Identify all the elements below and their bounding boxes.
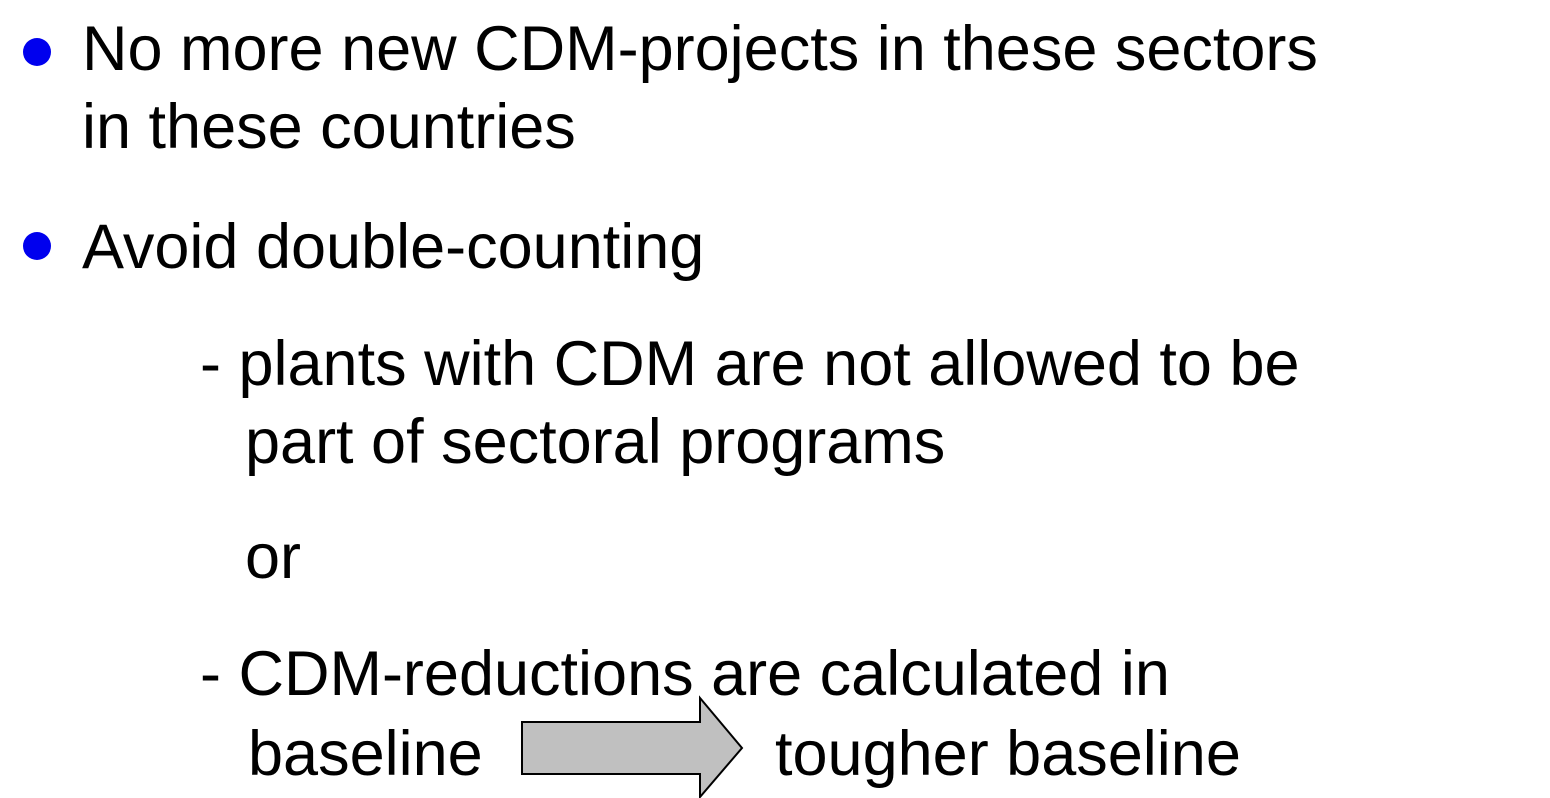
option-text: - plants with CDM are not allowed to be	[200, 329, 1300, 399]
arrow	[521, 695, 744, 798]
option-text: part of sectoral programs	[245, 407, 945, 477]
bullet-text: Avoid double-counting	[82, 212, 704, 282]
result-text: tougher baseline	[775, 719, 1241, 789]
connector-text: or	[245, 522, 301, 592]
option-text: baseline	[248, 719, 483, 789]
option-text: - CDM-reductions are calculated in	[200, 639, 1170, 709]
bullet-text: in these countries	[82, 92, 576, 162]
bullet-text: No more new CDM-projects in these sector…	[82, 14, 1318, 84]
bullet-marker	[23, 232, 51, 260]
bullet-marker	[23, 38, 51, 66]
